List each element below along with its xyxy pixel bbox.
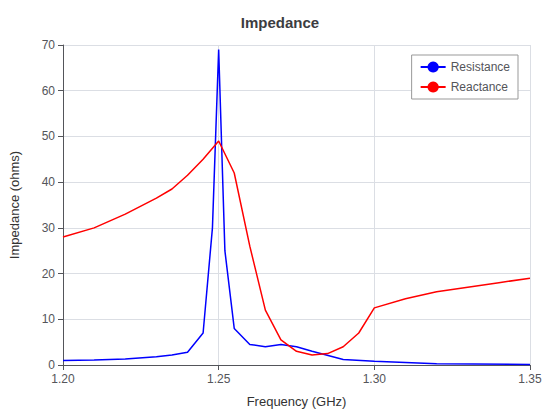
svg-text:1.20: 1.20 bbox=[51, 372, 75, 386]
svg-text:70: 70 bbox=[42, 38, 56, 52]
svg-text:50: 50 bbox=[42, 129, 56, 143]
svg-text:Impedance (ohms): Impedance (ohms) bbox=[7, 151, 22, 259]
svg-text:Reactance: Reactance bbox=[451, 80, 509, 94]
svg-text:0: 0 bbox=[48, 358, 55, 372]
svg-text:60: 60 bbox=[42, 84, 56, 98]
svg-text:1.35: 1.35 bbox=[518, 372, 542, 386]
svg-text:Frequency (GHz): Frequency (GHz) bbox=[247, 394, 347, 409]
svg-text:10: 10 bbox=[42, 312, 56, 326]
svg-text:40: 40 bbox=[42, 175, 56, 189]
svg-text:Impedance: Impedance bbox=[241, 14, 319, 31]
svg-text:1.25: 1.25 bbox=[207, 372, 231, 386]
svg-text:1.30: 1.30 bbox=[363, 372, 387, 386]
svg-text:20: 20 bbox=[42, 267, 56, 281]
svg-text:30: 30 bbox=[42, 221, 56, 235]
svg-text:Resistance: Resistance bbox=[451, 60, 511, 74]
